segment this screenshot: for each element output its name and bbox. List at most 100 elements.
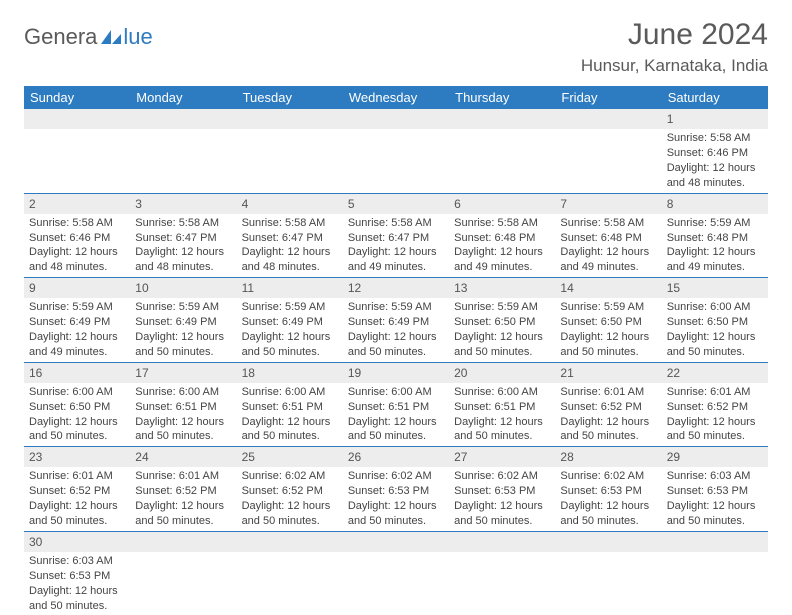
day-number: 24 — [130, 447, 236, 467]
sunset-text: Sunset: 6:52 PM — [135, 484, 231, 499]
daylight-text: Daylight: 12 hours and 50 minutes. — [348, 415, 444, 445]
sunrise-text: Sunrise: 5:58 AM — [667, 131, 763, 146]
weekday-header: Tuesday — [237, 86, 343, 109]
sunset-text: Sunset: 6:48 PM — [454, 231, 550, 246]
calendar-day-cell: 20Sunrise: 6:00 AMSunset: 6:51 PMDayligh… — [449, 362, 555, 447]
calendar-week-row: 9Sunrise: 5:59 AMSunset: 6:49 PMDaylight… — [24, 278, 768, 363]
calendar-day-cell: 1Sunrise: 5:58 AMSunset: 6:46 PMDaylight… — [662, 109, 768, 193]
weekday-header-row: Sunday Monday Tuesday Wednesday Thursday… — [24, 86, 768, 109]
calendar-day-cell — [343, 531, 449, 615]
day-number: 6 — [449, 194, 555, 214]
daylight-text: Daylight: 12 hours and 50 minutes. — [454, 499, 550, 529]
day-number — [237, 532, 343, 552]
day-body: Sunrise: 6:00 AMSunset: 6:51 PMDaylight:… — [449, 383, 555, 446]
day-body: Sunrise: 5:58 AMSunset: 6:48 PMDaylight:… — [449, 214, 555, 277]
logo: Genera lue — [24, 24, 153, 50]
weekday-header: Thursday — [449, 86, 555, 109]
daylight-text: Daylight: 12 hours and 50 minutes. — [667, 499, 763, 529]
sunset-text: Sunset: 6:51 PM — [348, 400, 444, 415]
day-number: 20 — [449, 363, 555, 383]
calendar-week-row: 16Sunrise: 6:00 AMSunset: 6:50 PMDayligh… — [24, 362, 768, 447]
weekday-header: Sunday — [24, 86, 130, 109]
calendar-day-cell: 26Sunrise: 6:02 AMSunset: 6:53 PMDayligh… — [343, 447, 449, 532]
sunrise-text: Sunrise: 6:00 AM — [29, 385, 125, 400]
sunrise-text: Sunrise: 5:59 AM — [454, 300, 550, 315]
calendar-day-cell — [24, 109, 130, 193]
daylight-text: Daylight: 12 hours and 49 minutes. — [454, 245, 550, 275]
sunset-text: Sunset: 6:50 PM — [454, 315, 550, 330]
day-body: Sunrise: 6:00 AMSunset: 6:51 PMDaylight:… — [343, 383, 449, 446]
day-number — [343, 532, 449, 552]
daylight-text: Daylight: 12 hours and 50 minutes. — [29, 584, 125, 614]
calendar-day-cell: 17Sunrise: 6:00 AMSunset: 6:51 PMDayligh… — [130, 362, 236, 447]
sunset-text: Sunset: 6:47 PM — [242, 231, 338, 246]
calendar-week-row: 23Sunrise: 6:01 AMSunset: 6:52 PMDayligh… — [24, 447, 768, 532]
calendar-day-cell: 13Sunrise: 5:59 AMSunset: 6:50 PMDayligh… — [449, 278, 555, 363]
day-number: 27 — [449, 447, 555, 467]
sunset-text: Sunset: 6:50 PM — [560, 315, 656, 330]
day-body: Sunrise: 5:59 AMSunset: 6:49 PMDaylight:… — [237, 298, 343, 361]
day-body: Sunrise: 6:03 AMSunset: 6:53 PMDaylight:… — [24, 552, 130, 615]
sunset-text: Sunset: 6:47 PM — [135, 231, 231, 246]
sunrise-text: Sunrise: 5:59 AM — [560, 300, 656, 315]
day-number — [237, 109, 343, 129]
day-number: 17 — [130, 363, 236, 383]
sunrise-text: Sunrise: 5:59 AM — [667, 216, 763, 231]
sunset-text: Sunset: 6:51 PM — [242, 400, 338, 415]
sunset-text: Sunset: 6:49 PM — [242, 315, 338, 330]
calendar-day-cell — [237, 109, 343, 193]
daylight-text: Daylight: 12 hours and 50 minutes. — [242, 499, 338, 529]
sunset-text: Sunset: 6:50 PM — [667, 315, 763, 330]
weekday-header: Monday — [130, 86, 236, 109]
day-body: Sunrise: 5:59 AMSunset: 6:49 PMDaylight:… — [343, 298, 449, 361]
sunset-text: Sunset: 6:53 PM — [560, 484, 656, 499]
day-number — [449, 109, 555, 129]
day-body: Sunrise: 6:02 AMSunset: 6:53 PMDaylight:… — [343, 467, 449, 530]
daylight-text: Daylight: 12 hours and 49 minutes. — [29, 330, 125, 360]
calendar-day-cell: 2Sunrise: 5:58 AMSunset: 6:46 PMDaylight… — [24, 193, 130, 278]
calendar-day-cell: 23Sunrise: 6:01 AMSunset: 6:52 PMDayligh… — [24, 447, 130, 532]
daylight-text: Daylight: 12 hours and 49 minutes. — [667, 245, 763, 275]
day-number: 15 — [662, 278, 768, 298]
day-body: Sunrise: 5:59 AMSunset: 6:49 PMDaylight:… — [130, 298, 236, 361]
daylight-text: Daylight: 12 hours and 50 minutes. — [135, 415, 231, 445]
calendar-day-cell: 8Sunrise: 5:59 AMSunset: 6:48 PMDaylight… — [662, 193, 768, 278]
day-number — [662, 532, 768, 552]
day-body: Sunrise: 6:00 AMSunset: 6:50 PMDaylight:… — [662, 298, 768, 361]
calendar-day-cell: 7Sunrise: 5:58 AMSunset: 6:48 PMDaylight… — [555, 193, 661, 278]
calendar-day-cell: 16Sunrise: 6:00 AMSunset: 6:50 PMDayligh… — [24, 362, 130, 447]
calendar-day-cell — [662, 531, 768, 615]
calendar-day-cell — [343, 109, 449, 193]
sunset-text: Sunset: 6:49 PM — [29, 315, 125, 330]
day-body: Sunrise: 5:59 AMSunset: 6:50 PMDaylight:… — [555, 298, 661, 361]
sunrise-text: Sunrise: 6:03 AM — [667, 469, 763, 484]
sunset-text: Sunset: 6:52 PM — [667, 400, 763, 415]
day-body: Sunrise: 5:59 AMSunset: 6:48 PMDaylight:… — [662, 214, 768, 277]
daylight-text: Daylight: 12 hours and 50 minutes. — [29, 499, 125, 529]
day-number: 10 — [130, 278, 236, 298]
sunrise-text: Sunrise: 5:59 AM — [29, 300, 125, 315]
calendar-day-cell: 24Sunrise: 6:01 AMSunset: 6:52 PMDayligh… — [130, 447, 236, 532]
calendar-day-cell: 30Sunrise: 6:03 AMSunset: 6:53 PMDayligh… — [24, 531, 130, 615]
calendar-day-cell — [449, 531, 555, 615]
day-number: 4 — [237, 194, 343, 214]
sunrise-text: Sunrise: 6:00 AM — [135, 385, 231, 400]
logo-text-blue: lue — [123, 24, 152, 50]
calendar-day-cell: 22Sunrise: 6:01 AMSunset: 6:52 PMDayligh… — [662, 362, 768, 447]
sunset-text: Sunset: 6:49 PM — [135, 315, 231, 330]
daylight-text: Daylight: 12 hours and 48 minutes. — [667, 161, 763, 191]
daylight-text: Daylight: 12 hours and 50 minutes. — [348, 499, 444, 529]
sunrise-text: Sunrise: 6:02 AM — [348, 469, 444, 484]
sunrise-text: Sunrise: 5:58 AM — [560, 216, 656, 231]
daylight-text: Daylight: 12 hours and 50 minutes. — [667, 330, 763, 360]
sunrise-text: Sunrise: 6:01 AM — [667, 385, 763, 400]
day-number: 29 — [662, 447, 768, 467]
daylight-text: Daylight: 12 hours and 48 minutes. — [29, 245, 125, 275]
day-body: Sunrise: 5:58 AMSunset: 6:47 PMDaylight:… — [343, 214, 449, 277]
sunrise-text: Sunrise: 6:00 AM — [348, 385, 444, 400]
sail-icon — [99, 28, 123, 46]
day-number — [24, 109, 130, 129]
weekday-header: Wednesday — [343, 86, 449, 109]
calendar-day-cell: 29Sunrise: 6:03 AMSunset: 6:53 PMDayligh… — [662, 447, 768, 532]
day-number: 11 — [237, 278, 343, 298]
